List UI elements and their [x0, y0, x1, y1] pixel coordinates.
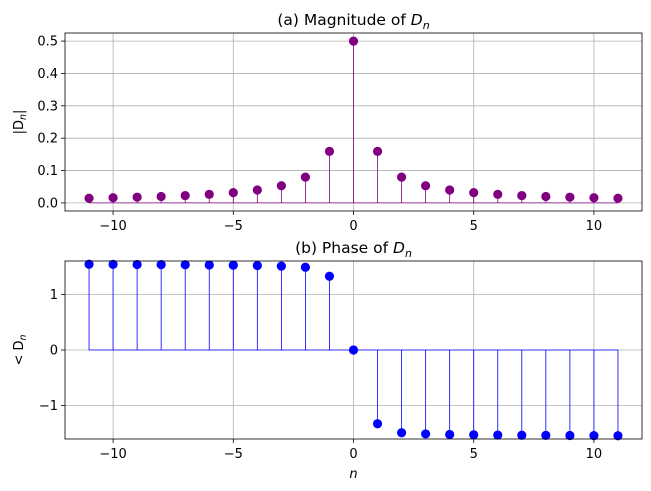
magnitude-marker-5	[204, 189, 214, 199]
magnitude-xtick-label: −10	[99, 219, 126, 234]
magnitude-ytick-label: 0.0	[37, 196, 58, 211]
magnitude-ytick-label: 0.3	[37, 99, 58, 114]
phase-ytick-label: 1	[50, 288, 58, 303]
phase-marker-7	[252, 260, 262, 271]
magnitude-marker-18	[517, 190, 527, 201]
phase-marker-9	[300, 262, 311, 272]
magnitude-marker-6	[228, 188, 238, 198]
magnitude-marker-8	[276, 181, 286, 191]
magnitude-marker-1	[108, 193, 118, 203]
phase-xtick-label: 0	[349, 447, 357, 462]
magnitude-title: (a) Magnitude of Dn	[277, 11, 429, 32]
phase-title: (b) Phase of Dn	[295, 239, 412, 260]
magnitude-xtick-label: 10	[586, 219, 603, 234]
phase-marker-12	[372, 419, 383, 429]
phase-marker-2	[132, 259, 142, 270]
phase-title-subscript: n	[405, 247, 412, 260]
phase-marker-4	[180, 260, 190, 270]
phase-ytick-label: −1	[39, 399, 58, 414]
magnitude-ytick-label: 0.5	[37, 35, 58, 50]
magnitude-marker-21	[589, 193, 599, 203]
magnitude-marker-12	[372, 146, 383, 156]
magnitude-xtick-label: 0	[349, 219, 357, 234]
magnitude-marker-0	[84, 193, 94, 203]
magnitude-marker-2	[132, 192, 142, 202]
magnitude-marker-22	[613, 193, 623, 203]
magnitude-ytick-label: 0.4	[37, 67, 58, 82]
phase-ylabel: < Dn	[12, 334, 29, 365]
phase-marker-18	[517, 430, 527, 440]
magnitude-marker-10	[324, 146, 335, 156]
magnitude-ylabel-text: |D	[12, 120, 27, 134]
phase-xtick-label: −10	[99, 447, 126, 462]
phase-marker-5	[204, 260, 214, 270]
magnitude-title-subscript: n	[423, 19, 430, 32]
phase-ytick-label: 0	[50, 344, 58, 359]
phase-xtick-label: 10	[586, 447, 603, 462]
magnitude-ylabel-subscript: n	[18, 114, 29, 120]
magnitude-marker-3	[156, 191, 166, 202]
magnitude-ytick-label: 0.2	[37, 132, 58, 147]
phase-marker-17	[493, 430, 503, 440]
phase-marker-22	[613, 431, 623, 441]
magnitude-panel: −10 −5 0 5 10 0.0 0.1 0.2 0.3 0.4 0.5 (a) Magnitude…	[12, 11, 643, 234]
phase-marker-1	[108, 259, 118, 269]
magnitude-marker-7	[252, 185, 262, 195]
magnitude-marker-15	[445, 185, 455, 195]
phase-xlabel: n	[349, 467, 357, 482]
phase-marker-14	[421, 429, 431, 439]
magnitude-ytick-label: 0.1	[37, 164, 58, 179]
magnitude-xtick-label: −5	[224, 219, 243, 234]
magnitude-marker-13	[396, 172, 407, 182]
phase-marker-8	[276, 261, 286, 271]
phase-xtick-label: 5	[470, 447, 478, 462]
magnitude-marker-17	[493, 189, 503, 199]
phase-marker-19	[541, 430, 551, 441]
phase-marker-0	[84, 259, 94, 269]
magnitude-title-symbol: D	[411, 11, 423, 29]
phase-marker-6	[228, 260, 238, 270]
phase-marker-10	[324, 271, 335, 281]
magnitude-marker-9	[300, 172, 311, 182]
phase-ylabel-subscript: n	[18, 334, 29, 340]
phase-title-symbol: D	[393, 239, 405, 257]
phase-title-prefix: (b) Phase of	[295, 239, 393, 257]
magnitude-marker-4	[180, 190, 190, 201]
magnitude-ylabel-suffix: |	[12, 110, 27, 114]
phase-marker-3	[156, 259, 166, 270]
magnitude-marker-11	[348, 36, 359, 46]
phase-marker-11	[348, 345, 359, 355]
phase-xtick-label: −5	[224, 447, 243, 462]
magnitude-marker-20	[565, 192, 575, 202]
phase-marker-13	[396, 428, 407, 438]
phase-ylabel-text: < D	[12, 340, 27, 365]
phase-marker-21	[589, 431, 599, 441]
magnitude-marker-19	[541, 191, 551, 202]
phase-marker-15	[445, 429, 455, 440]
magnitude-ylabel: |Dn|	[12, 110, 29, 135]
phase-panel: −10 −5 0 5 10−101(b) Phase of Dn< Dnn	[12, 239, 643, 482]
magnitude-title-prefix: (a) Magnitude of	[277, 11, 410, 29]
magnitude-xtick-label: 5	[470, 219, 478, 234]
phase-marker-20	[565, 430, 575, 441]
phase-marker-16	[469, 430, 479, 440]
magnitude-marker-14	[421, 181, 431, 191]
magnitude-marker-16	[469, 188, 479, 198]
